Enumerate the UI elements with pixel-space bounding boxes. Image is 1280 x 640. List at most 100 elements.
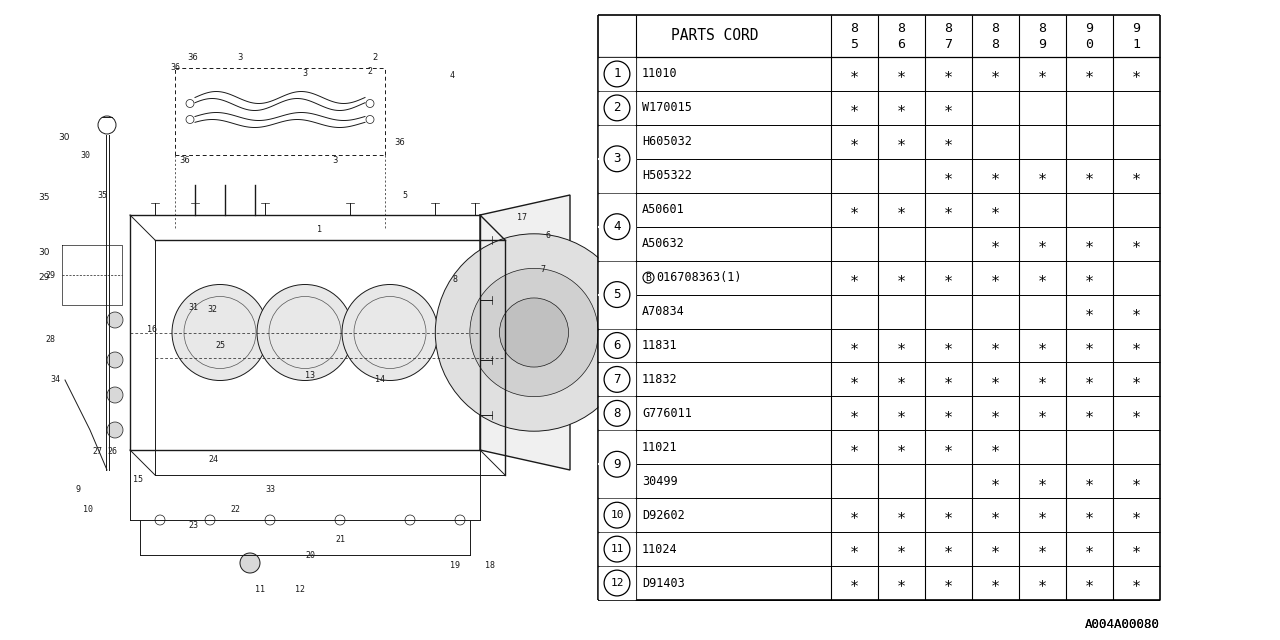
Text: ∗: ∗ xyxy=(1038,372,1047,387)
Text: 2: 2 xyxy=(372,53,378,62)
Text: G776011: G776011 xyxy=(643,407,692,420)
Text: ∗: ∗ xyxy=(1132,67,1140,81)
Text: ∗: ∗ xyxy=(1132,338,1140,353)
Text: 4: 4 xyxy=(613,220,621,233)
Text: 9: 9 xyxy=(613,458,621,471)
Text: 34: 34 xyxy=(50,376,60,385)
Text: 3: 3 xyxy=(237,53,243,62)
Text: ∗: ∗ xyxy=(943,168,954,183)
Text: 12: 12 xyxy=(294,586,305,595)
Text: ∗: ∗ xyxy=(1038,541,1047,557)
Polygon shape xyxy=(599,567,635,599)
Text: 10: 10 xyxy=(611,510,623,520)
Text: A50601: A50601 xyxy=(643,204,685,216)
Text: ∗: ∗ xyxy=(991,270,1000,285)
Text: 30499: 30499 xyxy=(643,475,677,488)
Text: 7: 7 xyxy=(540,266,545,275)
Polygon shape xyxy=(599,58,635,90)
Circle shape xyxy=(241,553,260,573)
Text: 30: 30 xyxy=(38,248,50,257)
Text: PARTS CORD: PARTS CORD xyxy=(671,29,758,44)
Circle shape xyxy=(342,285,438,381)
Circle shape xyxy=(172,285,268,381)
Text: 31: 31 xyxy=(188,303,198,312)
Text: 11024: 11024 xyxy=(643,543,677,556)
Polygon shape xyxy=(599,397,635,429)
Text: ∗: ∗ xyxy=(991,440,1000,455)
Text: ∗: ∗ xyxy=(943,406,954,421)
Text: ∗: ∗ xyxy=(1085,575,1094,591)
Text: 14: 14 xyxy=(375,376,385,385)
Text: 30: 30 xyxy=(59,133,70,142)
Circle shape xyxy=(435,234,632,431)
Text: ∗: ∗ xyxy=(897,100,906,115)
Text: 26: 26 xyxy=(108,447,116,456)
Text: 11: 11 xyxy=(611,544,623,554)
Polygon shape xyxy=(599,533,635,565)
Text: ∗: ∗ xyxy=(991,168,1000,183)
Text: 1: 1 xyxy=(1133,38,1140,51)
Text: 9: 9 xyxy=(1038,38,1047,51)
Text: 36: 36 xyxy=(170,63,180,72)
Text: 11: 11 xyxy=(255,586,265,595)
Text: 11021: 11021 xyxy=(643,441,677,454)
Text: ∗: ∗ xyxy=(850,338,859,353)
Text: ∗: ∗ xyxy=(897,508,906,523)
Text: ∗: ∗ xyxy=(897,440,906,455)
Text: ∗: ∗ xyxy=(897,270,906,285)
Circle shape xyxy=(108,312,123,328)
Text: 11831: 11831 xyxy=(643,339,677,352)
Text: ∗: ∗ xyxy=(850,575,859,591)
Text: ∗: ∗ xyxy=(991,474,1000,489)
Text: ∗: ∗ xyxy=(850,270,859,285)
Text: 8: 8 xyxy=(850,22,859,35)
Text: 15: 15 xyxy=(133,476,143,484)
Polygon shape xyxy=(599,330,635,362)
Circle shape xyxy=(108,422,123,438)
Text: 8: 8 xyxy=(897,22,905,35)
Text: 0: 0 xyxy=(1085,38,1093,51)
Circle shape xyxy=(257,285,353,381)
Text: 3: 3 xyxy=(333,156,338,165)
Text: 33: 33 xyxy=(265,486,275,495)
Text: ∗: ∗ xyxy=(1085,270,1094,285)
Text: 9: 9 xyxy=(1133,22,1140,35)
Text: ∗: ∗ xyxy=(850,134,859,149)
Text: 6: 6 xyxy=(897,38,905,51)
Text: 29: 29 xyxy=(45,271,55,280)
Text: 28: 28 xyxy=(45,335,55,344)
Text: ∗: ∗ xyxy=(991,67,1000,81)
Text: ∗: ∗ xyxy=(943,541,954,557)
Text: D91403: D91403 xyxy=(643,577,685,589)
Text: ∗: ∗ xyxy=(991,406,1000,421)
Text: 36: 36 xyxy=(188,53,198,62)
Text: ∗: ∗ xyxy=(1038,338,1047,353)
Text: 10: 10 xyxy=(83,506,93,515)
Text: ∗: ∗ xyxy=(850,541,859,557)
Text: 24: 24 xyxy=(207,456,218,465)
Text: 2: 2 xyxy=(367,67,372,77)
Text: 8: 8 xyxy=(1038,22,1047,35)
Circle shape xyxy=(470,268,598,397)
Text: 8: 8 xyxy=(945,22,952,35)
Text: ∗: ∗ xyxy=(943,338,954,353)
Text: 5: 5 xyxy=(613,288,621,301)
Text: ∗: ∗ xyxy=(1132,508,1140,523)
Text: ∗: ∗ xyxy=(1085,474,1094,489)
Text: ∗: ∗ xyxy=(991,236,1000,251)
Text: H605032: H605032 xyxy=(643,135,692,148)
Text: ∗: ∗ xyxy=(850,508,859,523)
Text: 29: 29 xyxy=(38,273,50,282)
Polygon shape xyxy=(599,262,635,328)
Text: ∗: ∗ xyxy=(1085,372,1094,387)
Polygon shape xyxy=(480,195,570,470)
Text: 13: 13 xyxy=(305,371,315,380)
Text: ∗: ∗ xyxy=(1038,67,1047,81)
Text: ∗: ∗ xyxy=(850,440,859,455)
Text: 5: 5 xyxy=(402,191,407,200)
Text: 8: 8 xyxy=(992,22,1000,35)
Text: 6: 6 xyxy=(613,339,621,352)
Text: ∗: ∗ xyxy=(943,270,954,285)
Text: ∗: ∗ xyxy=(897,406,906,421)
Circle shape xyxy=(108,387,123,403)
